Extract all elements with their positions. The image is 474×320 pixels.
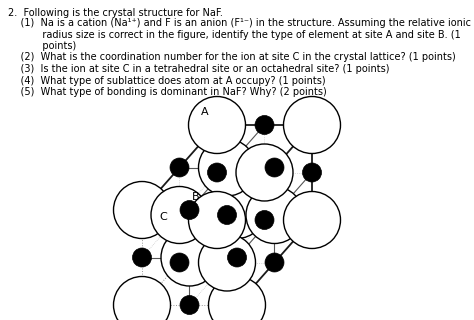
Text: (1)  Na is a cation (Na¹⁺) and F is an anion (F¹⁻) in the structure. Assuming th: (1) Na is a cation (Na¹⁺) and F is an an…: [8, 18, 471, 28]
Circle shape: [265, 158, 284, 177]
Circle shape: [283, 191, 340, 249]
Circle shape: [302, 163, 321, 182]
Circle shape: [255, 116, 274, 134]
Text: (5)  What type of bonding is dominant in NaF? Why? (2 points): (5) What type of bonding is dominant in …: [8, 87, 327, 97]
Text: points): points): [8, 41, 76, 51]
Circle shape: [170, 158, 189, 177]
Text: (3)  Is the ion at site C in a tetrahedral site or an octahedral site? (1 points: (3) Is the ion at site C in a tetrahedra…: [8, 64, 390, 74]
Circle shape: [199, 139, 255, 196]
Circle shape: [161, 229, 218, 286]
Circle shape: [283, 97, 340, 154]
Text: (2)  What is the coordination number for the ion at site C in the crystal lattic: (2) What is the coordination number for …: [8, 52, 456, 62]
Circle shape: [133, 248, 152, 267]
Circle shape: [236, 144, 293, 201]
Text: C: C: [160, 212, 167, 222]
Circle shape: [180, 295, 199, 315]
Circle shape: [113, 181, 171, 238]
Circle shape: [208, 163, 227, 182]
Circle shape: [265, 253, 284, 272]
Circle shape: [199, 234, 255, 291]
Text: A: A: [201, 107, 209, 117]
Circle shape: [113, 276, 171, 320]
Text: 2.  Following is the crystal structure for NaF.: 2. Following is the crystal structure fo…: [8, 8, 223, 18]
Circle shape: [170, 253, 189, 272]
Text: (4)  What type of sublattice does atom at A occupy? (1 points): (4) What type of sublattice does atom at…: [8, 76, 326, 85]
Circle shape: [246, 187, 303, 244]
Circle shape: [218, 205, 237, 225]
Circle shape: [151, 187, 208, 244]
Circle shape: [189, 97, 246, 154]
Circle shape: [209, 181, 265, 238]
Circle shape: [209, 276, 265, 320]
Text: radius size is correct in the figure, identify the type of element at site A and: radius size is correct in the figure, id…: [8, 29, 461, 39]
Text: B: B: [191, 192, 199, 202]
Circle shape: [180, 201, 199, 220]
Circle shape: [189, 191, 246, 249]
Circle shape: [255, 211, 274, 229]
Circle shape: [228, 248, 246, 267]
